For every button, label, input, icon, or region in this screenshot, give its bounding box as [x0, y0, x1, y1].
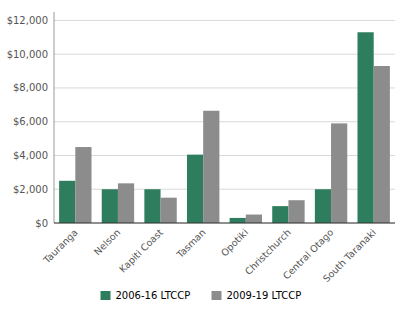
x-tick-label: Opotiki [219, 227, 251, 259]
y-axis-line [54, 12, 55, 223]
grid-line [54, 223, 395, 224]
bar [288, 200, 304, 223]
chart: $0 $2,000 $4,000 $6,000 $8,000 $10,000 $12,000… [0, 0, 405, 311]
bar [374, 66, 390, 223]
y-tick-label: $0 [35, 218, 48, 229]
bar [161, 198, 177, 223]
bar [187, 155, 203, 223]
bar [272, 206, 288, 223]
bar [75, 147, 91, 223]
y-tick-label: $2,000 [13, 184, 48, 195]
legend-swatch [101, 291, 111, 300]
grid-line [54, 87, 395, 88]
bar [357, 32, 373, 223]
bar [102, 189, 118, 223]
bar [118, 183, 134, 223]
y-tick-label: $10,000 [7, 49, 48, 60]
x-tick-label: South Taranaki [321, 227, 379, 285]
bar [59, 181, 75, 223]
x-axis-line [54, 223, 395, 224]
bar [144, 189, 160, 223]
y-tick-label: $12,000 [7, 15, 48, 26]
x-tick-label: Nelson [92, 227, 123, 258]
bar [315, 189, 331, 223]
x-tick-label: Tauranga [40, 227, 79, 266]
y-tick-label: $4,000 [13, 150, 48, 161]
bars [59, 32, 390, 223]
bar [230, 218, 246, 223]
legend: 2006-16 LTCCP 2009-19 LTCCP [101, 290, 302, 301]
grid-line [54, 54, 395, 55]
y-tick-label: $8,000 [13, 82, 48, 93]
bar [203, 111, 219, 223]
legend-label: 2009-19 LTCCP [227, 290, 302, 301]
grid-line [54, 20, 395, 21]
grid-line [54, 121, 395, 122]
grid [54, 20, 395, 223]
x-tick-label: Tasman [174, 227, 208, 261]
legend-label: 2006-16 LTCCP [116, 290, 191, 301]
bar [246, 215, 262, 223]
y-tick-label: $6,000 [13, 116, 48, 127]
legend-swatch [212, 291, 222, 300]
bar [331, 123, 347, 223]
x-tick-label: Kapiti Coast [117, 226, 165, 274]
